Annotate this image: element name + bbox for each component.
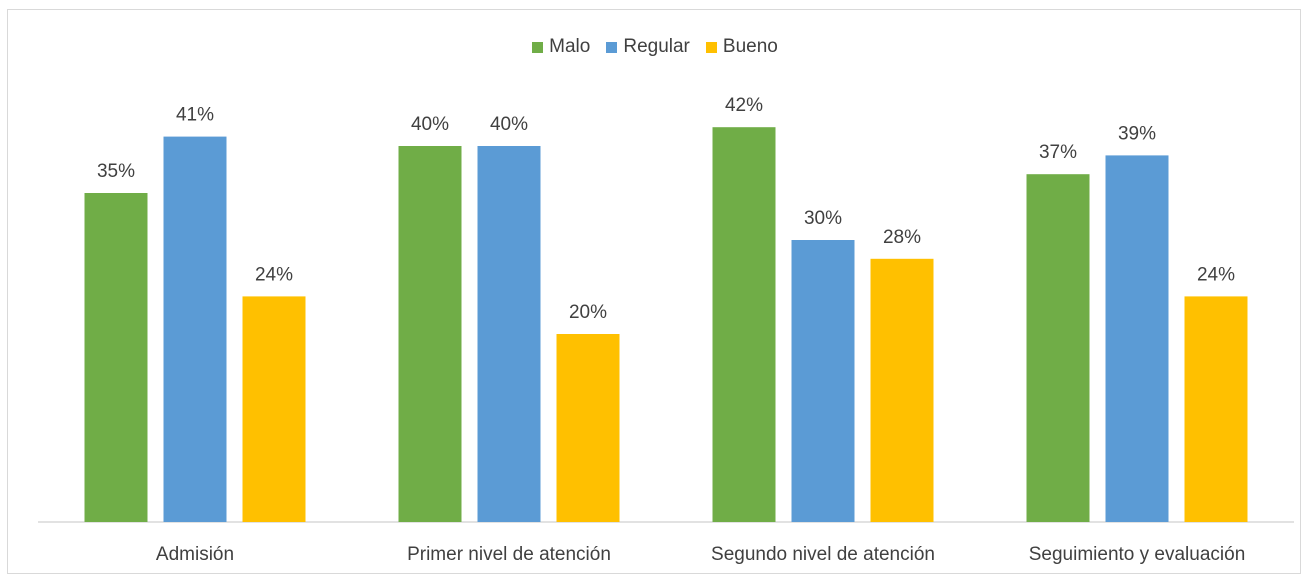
data-label-regular-2: 30% <box>804 208 842 229</box>
bar-bueno-2 <box>870 258 934 522</box>
data-label-regular-3: 39% <box>1118 123 1156 144</box>
legend-swatch-malo <box>532 41 544 53</box>
bar-malo-3 <box>1026 174 1090 522</box>
bar-regular-1 <box>477 146 541 522</box>
data-label-malo-3: 37% <box>1039 142 1077 163</box>
data-label-malo-0: 35% <box>97 161 135 182</box>
category-label-0: Admisión <box>156 544 234 565</box>
data-label-regular-1: 40% <box>490 114 528 135</box>
data-label-bueno-0: 24% <box>255 264 293 285</box>
data-label-malo-1: 40% <box>411 114 449 135</box>
bar-regular-3 <box>1105 155 1169 522</box>
legend-item-bueno: Bueno <box>705 36 778 58</box>
data-label-bueno-1: 20% <box>569 302 607 323</box>
bar-bueno-0 <box>242 296 306 522</box>
bar-bueno-3 <box>1184 296 1248 522</box>
category-label-2: Segundo nivel de atención <box>711 544 935 565</box>
bar-malo-0 <box>84 193 148 522</box>
bar-malo-2 <box>712 127 776 522</box>
data-label-bueno-2: 28% <box>883 227 921 248</box>
category-label-3: Seguimiento y evaluación <box>1029 544 1246 565</box>
bar-regular-2 <box>791 240 855 522</box>
legend-swatch-bueno <box>705 41 717 53</box>
legend-label-bueno: Bueno <box>722 36 778 57</box>
data-label-bueno-3: 24% <box>1197 264 1235 285</box>
legend-item-malo: Malo <box>532 36 590 58</box>
legend-label-regular: Regular <box>623 36 690 57</box>
data-label-malo-2: 42% <box>725 95 763 116</box>
legend-swatch-regular <box>606 41 618 53</box>
legend-item-regular: Regular <box>606 36 690 58</box>
chart-legend: Malo Regular Bueno <box>0 36 1310 58</box>
data-label-regular-0: 41% <box>176 105 214 126</box>
category-label-1: Primer nivel de atención <box>407 544 611 565</box>
bar-regular-0 <box>163 136 227 522</box>
legend-label-malo: Malo <box>549 36 591 57</box>
bar-bueno-1 <box>556 334 620 522</box>
bar-malo-1 <box>398 146 462 522</box>
